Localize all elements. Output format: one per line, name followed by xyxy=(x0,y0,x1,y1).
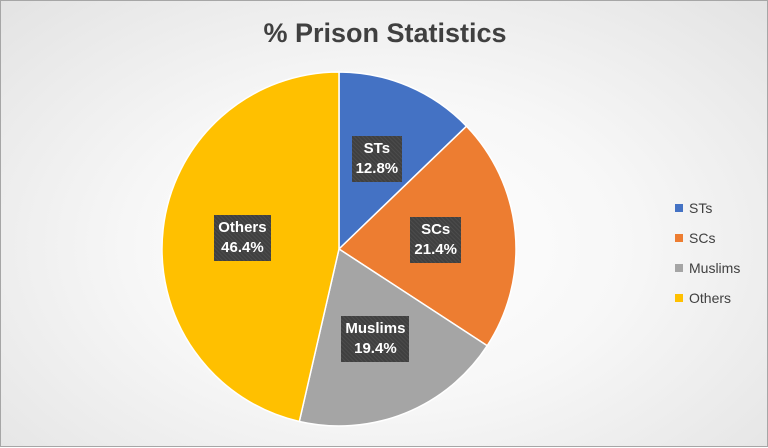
data-label-others: Others 46.4% xyxy=(214,215,271,261)
legend-item-muslims: Muslims xyxy=(675,253,740,283)
legend-item-scs: SCs xyxy=(675,223,740,253)
chart-title: % Prison Statistics xyxy=(263,18,507,48)
data-label-category: Muslims xyxy=(345,320,406,338)
data-label-sts: STs 12.8% xyxy=(351,136,403,183)
data-label-category: STs xyxy=(363,140,391,158)
data-label-scs: SCs 21.4% xyxy=(410,216,461,263)
data-label-category: Others xyxy=(218,219,267,236)
data-label-muslims: Muslims 19.4% xyxy=(341,316,410,363)
data-label-value: 19.4% xyxy=(354,340,397,358)
legend-label: Others xyxy=(689,290,732,306)
legend-item-others: Others xyxy=(675,283,740,313)
legend-swatch xyxy=(675,294,683,302)
legend-swatch xyxy=(675,234,683,242)
legend: STs SCs Muslims Others xyxy=(675,193,740,313)
legend-label: SCs xyxy=(689,230,716,246)
pie-slice-sts xyxy=(338,71,468,251)
legend-swatch xyxy=(675,204,683,212)
legend-swatch xyxy=(675,264,683,272)
data-label-value: 46.4% xyxy=(221,239,264,256)
data-label-value: 12.8% xyxy=(355,160,399,178)
legend-item-sts: STs xyxy=(675,193,740,223)
legend-label: Muslims xyxy=(689,260,741,276)
data-label-value: 21.4% xyxy=(414,240,457,258)
data-label-category: SCs xyxy=(421,220,451,238)
legend-label: STs xyxy=(689,200,713,216)
